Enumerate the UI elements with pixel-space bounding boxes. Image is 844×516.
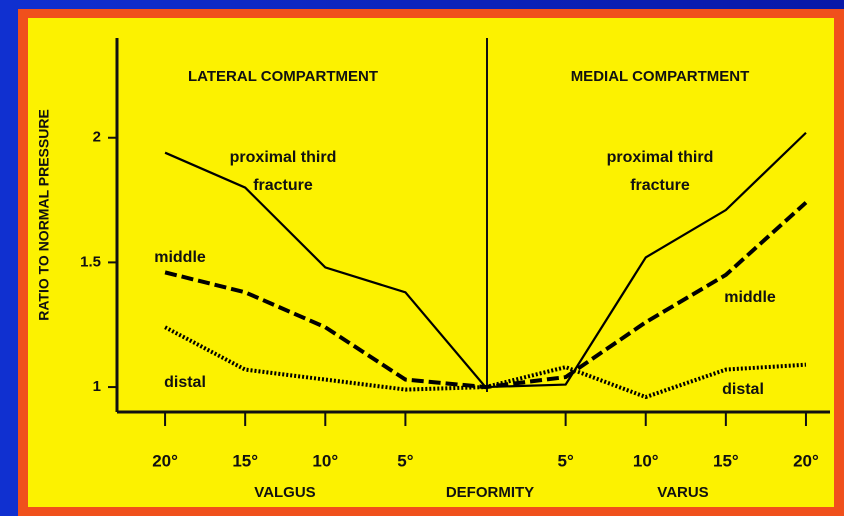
x-tick-label: 10° <box>312 451 338 470</box>
x-axis-label: DEFORMITY <box>446 484 534 501</box>
series-label: middle <box>154 249 206 266</box>
series-label: proximal third fracture <box>229 149 337 194</box>
y-tick-label: 1.5 <box>80 253 101 270</box>
panel <box>28 18 834 507</box>
x-tick-label: 5° <box>557 451 573 470</box>
section-title: LATERAL COMPARTMENT <box>188 68 378 85</box>
x-tick-label: 15° <box>713 451 739 470</box>
section-title: MEDIAL COMPARTMENT <box>571 68 750 85</box>
y-axis-label: RATIO TO NORMAL PRESSURE <box>36 109 52 321</box>
y-tick-label: 1 <box>93 378 101 395</box>
x-tick-label: 20° <box>793 451 819 470</box>
x-axis-label: VARUS <box>657 484 708 501</box>
series-line <box>164 325 807 400</box>
series-label: distal <box>722 381 764 398</box>
series-line <box>164 201 808 390</box>
x-tick-label: 5° <box>397 451 413 470</box>
x-tick-label: 15° <box>232 451 258 470</box>
x-axis-label: VALGUS <box>254 484 315 501</box>
series-label: proximal third fracture <box>606 149 714 194</box>
x-tick-label: 20° <box>152 451 178 470</box>
y-tick-label: 2 <box>93 129 101 146</box>
series-label: middle <box>724 289 776 306</box>
series-label: distal <box>164 374 206 391</box>
x-tick-label: 10° <box>633 451 659 470</box>
frame <box>18 9 844 516</box>
